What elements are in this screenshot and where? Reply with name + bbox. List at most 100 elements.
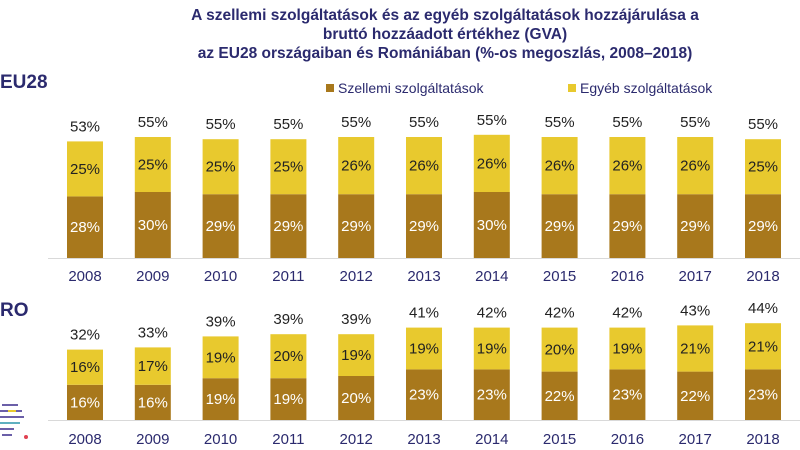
legend-label: Egyéb szolgáltatások — [580, 80, 713, 96]
bar-segment — [745, 369, 781, 420]
x-tick-label: 2013 — [407, 268, 440, 285]
x-tick-label: 2017 — [679, 268, 712, 285]
x-tick-label: 2009 — [136, 268, 169, 285]
x-tick-label: 2013 — [407, 431, 440, 448]
data-label: 19% — [206, 349, 236, 366]
bar-segment — [270, 334, 307, 379]
bar-segment — [67, 349, 103, 385]
data-label: 22% — [680, 388, 710, 405]
data-label: 30% — [477, 217, 507, 234]
x-tick-label: 2018 — [746, 431, 779, 448]
title-line-1: A szellemi szolgáltatások és az egyéb sz… — [191, 7, 699, 24]
bar-segment — [202, 336, 239, 379]
bar-segment — [406, 137, 442, 195]
total-label: 41% — [409, 305, 439, 322]
bar-segment — [677, 194, 714, 258]
x-tick-label: 2014 — [475, 431, 508, 448]
bar-segment — [338, 137, 375, 195]
data-label: 16% — [138, 394, 168, 411]
bar-segment — [473, 134, 510, 192]
bar-segment — [473, 369, 510, 420]
data-label: 20% — [341, 390, 371, 407]
data-label: 29% — [273, 218, 303, 235]
bar-segment — [338, 376, 375, 420]
bar-segment — [202, 194, 239, 258]
x-tick-label: 2015 — [543, 268, 576, 285]
x-tick-label: 2011 — [272, 431, 304, 448]
x-tick-label: 2012 — [340, 268, 373, 285]
total-label: 42% — [477, 305, 507, 322]
bar-segment — [609, 137, 646, 195]
legend-swatch — [568, 84, 576, 92]
data-label: 26% — [341, 158, 371, 175]
data-label: 23% — [748, 387, 778, 404]
total-label: 55% — [206, 116, 236, 133]
x-tick-label: 2017 — [679, 431, 712, 448]
bar-segment — [609, 194, 646, 258]
total-label: 55% — [273, 116, 303, 133]
total-label: 55% — [680, 114, 710, 131]
data-label: 19% — [206, 391, 236, 408]
panel-label: EU28 — [0, 72, 48, 93]
data-label: 23% — [612, 387, 642, 404]
bar-segment — [134, 384, 171, 420]
bar-segment — [270, 139, 307, 195]
x-tick-label: 2018 — [746, 268, 779, 285]
data-label: 29% — [680, 218, 710, 235]
bar-segment — [541, 327, 578, 372]
bar-segment — [202, 378, 239, 420]
data-label: 17% — [138, 358, 168, 375]
total-label: 55% — [612, 114, 642, 131]
x-tick-label: 2009 — [136, 431, 169, 448]
data-label: 19% — [273, 391, 303, 408]
x-tick-label: 2011 — [272, 268, 304, 285]
panel-label: RO — [0, 300, 29, 321]
data-label: 29% — [545, 218, 575, 235]
bar-segment — [745, 139, 781, 195]
total-label: 42% — [545, 305, 575, 322]
data-label: 19% — [341, 347, 371, 364]
bar-segment — [541, 371, 578, 420]
bar-segment — [67, 141, 103, 197]
total-label: 55% — [545, 114, 575, 131]
data-label: 25% — [70, 161, 100, 178]
logo-icon — [0, 404, 28, 439]
bar-segment — [67, 196, 103, 258]
data-label: 16% — [70, 394, 100, 411]
data-label: 29% — [612, 218, 642, 235]
data-label: 20% — [545, 342, 575, 359]
bar-segment — [745, 194, 781, 258]
bar-segment — [745, 323, 781, 370]
chart-title: A szellemi szolgáltatások és az egyéb sz… — [0, 6, 800, 63]
total-label: 55% — [341, 114, 371, 131]
bar-segment — [473, 327, 510, 370]
total-label: 39% — [273, 311, 303, 328]
bar-segment — [338, 334, 375, 376]
data-label: 23% — [477, 387, 507, 404]
data-label: 25% — [206, 159, 236, 176]
bar-segment — [609, 369, 646, 420]
x-tick-label: 2016 — [611, 431, 644, 448]
bar-segment — [677, 371, 714, 420]
total-label: 39% — [341, 311, 371, 328]
data-label: 19% — [409, 341, 439, 358]
bar-segment — [406, 327, 442, 370]
x-tick-label: 2008 — [68, 268, 101, 285]
data-label: 26% — [545, 158, 575, 175]
data-label: 16% — [70, 359, 100, 376]
bar-segment — [677, 137, 714, 195]
bar-segment — [473, 192, 510, 258]
data-label: 20% — [273, 348, 303, 365]
total-label: 53% — [70, 118, 100, 135]
x-tick-label: 2012 — [340, 431, 373, 448]
data-label: 25% — [748, 159, 778, 176]
bar-segment — [67, 384, 103, 420]
data-label: 29% — [748, 218, 778, 235]
bar-segment — [609, 327, 646, 370]
x-tick-label: 2014 — [475, 268, 508, 285]
data-label: 29% — [206, 218, 236, 235]
data-label: 26% — [612, 158, 642, 175]
data-label: 21% — [748, 338, 778, 355]
total-label: 39% — [206, 313, 236, 330]
